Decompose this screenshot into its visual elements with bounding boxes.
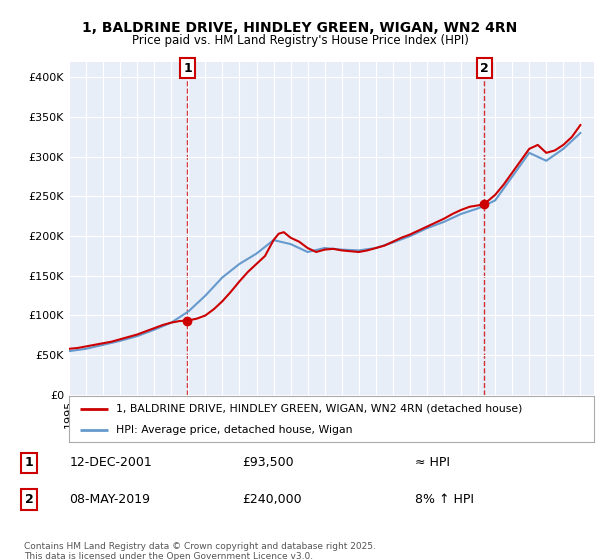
Text: 8% ↑ HPI: 8% ↑ HPI [415, 493, 474, 506]
Text: 1, BALDRINE DRIVE, HINDLEY GREEN, WIGAN, WN2 4RN (detached house): 1, BALDRINE DRIVE, HINDLEY GREEN, WIGAN,… [116, 404, 523, 414]
Text: 12-DEC-2001: 12-DEC-2001 [70, 456, 152, 469]
Text: Price paid vs. HM Land Registry's House Price Index (HPI): Price paid vs. HM Land Registry's House … [131, 34, 469, 46]
Text: 1: 1 [25, 456, 34, 469]
Text: £93,500: £93,500 [242, 456, 294, 469]
Text: £240,000: £240,000 [242, 493, 302, 506]
Text: ≈ HPI: ≈ HPI [415, 456, 450, 469]
Text: 2: 2 [25, 493, 34, 506]
Text: 2: 2 [479, 62, 488, 74]
Text: HPI: Average price, detached house, Wigan: HPI: Average price, detached house, Wiga… [116, 425, 353, 435]
Text: 08-MAY-2019: 08-MAY-2019 [70, 493, 151, 506]
Text: 1: 1 [183, 62, 192, 74]
Text: 1, BALDRINE DRIVE, HINDLEY GREEN, WIGAN, WN2 4RN: 1, BALDRINE DRIVE, HINDLEY GREEN, WIGAN,… [82, 21, 518, 35]
Text: Contains HM Land Registry data © Crown copyright and database right 2025.
This d: Contains HM Land Registry data © Crown c… [24, 542, 376, 560]
